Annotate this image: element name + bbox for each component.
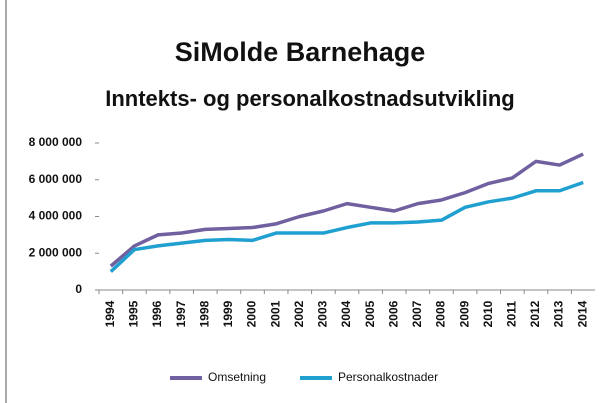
y-tick-label: 6 000 000: [29, 172, 83, 186]
line-series: [109, 152, 584, 268]
x-tick-label: 2000: [245, 300, 259, 327]
x-tick-label: 2004: [339, 300, 353, 327]
x-tick-label: 2013: [552, 300, 566, 327]
y-tick-label: 4 000 000: [29, 209, 83, 223]
x-tick-label: 1994: [103, 300, 117, 327]
x-tick-label: 2005: [363, 300, 377, 327]
x-tick-label: 2009: [457, 300, 471, 327]
legend-label: Omsetning: [208, 370, 266, 384]
x-tick-label: 2010: [481, 300, 495, 327]
x-tick-label: 1997: [174, 300, 188, 327]
x-tick-label: 2001: [268, 300, 282, 327]
x-tick-label: 1998: [197, 300, 211, 327]
x-tick-label: 2007: [410, 300, 424, 327]
y-tick-label: 0: [75, 282, 82, 296]
x-tick-label: 1996: [150, 300, 164, 327]
x-tick-label: 2012: [528, 300, 542, 327]
x-tick-label: 2006: [386, 300, 400, 327]
y-tick-label: 8 000 000: [29, 135, 83, 149]
legend-label: Personalkostnader: [338, 370, 438, 384]
y-tick-label: 2 000 000: [29, 245, 83, 259]
x-tick-label: 2011: [505, 301, 519, 327]
x-tick-label: 2002: [292, 300, 306, 327]
x-tick-label: 1999: [221, 300, 235, 327]
line-series: [109, 180, 584, 273]
x-tick-label: 2014: [575, 300, 589, 327]
chart-subtitle: Inntekts- og personalkostnadsutvikling: [105, 86, 515, 111]
x-tick-label: 2003: [316, 300, 330, 327]
chart-title: SiMolde Barnehage: [175, 37, 426, 67]
x-tick-label: 1995: [127, 300, 141, 327]
x-tick-label: 2008: [434, 300, 448, 327]
